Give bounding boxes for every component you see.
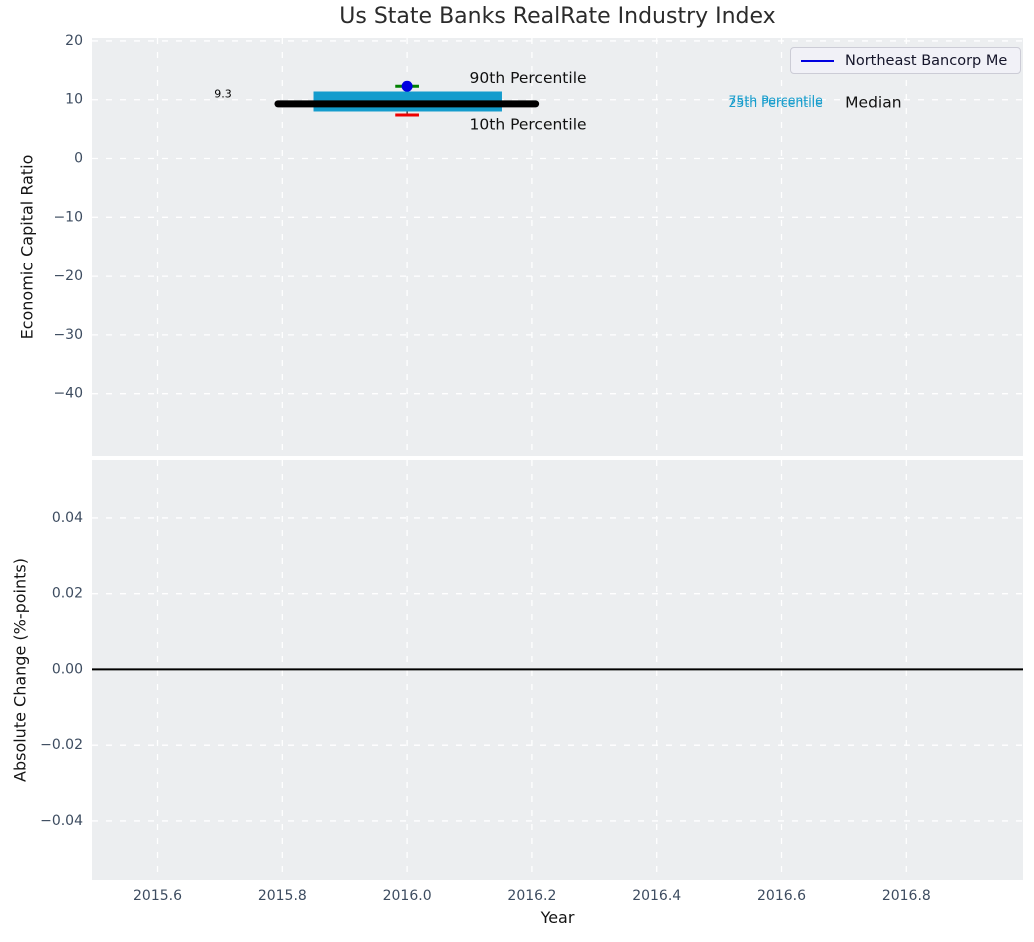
y-axis-label-bottom: Absolute Change (%-points) [10,558,30,782]
legend-line-sample-icon [801,59,834,62]
legend: Northeast Bancorp Me [790,47,1021,74]
xtick-label: 2015.8 [258,888,307,904]
annotation-25th-percentile: 25th Percentile [728,95,823,110]
plot-background [92,38,1023,456]
ytick-label: 20 [65,33,83,49]
chart-title: Us State Banks RealRate Industry Index [339,4,776,29]
xtick-label: 2016.4 [632,888,681,904]
legend-label: Northeast Bancorp Me [845,52,1008,69]
annotation-median: Median [845,93,901,111]
xtick-label: 2016.2 [507,888,556,904]
y-axis-label-top: Economic Capital Ratio [17,154,37,340]
ytick-label: 0.04 [52,510,83,526]
ytick-label: 0.02 [52,586,83,602]
xtick-label: 2016.8 [882,888,931,904]
xtick-label: 2016.0 [383,888,432,904]
ytick-label: −30 [53,327,83,343]
annotation-75th-percentile: 75th Percentile [728,93,823,108]
ytick-label: −20 [53,268,83,284]
x-axis-label: Year [540,908,575,927]
annotation-90th-percentile: 90th Percentile [470,69,587,87]
ytick-label: −0.04 [40,813,83,829]
xtick-label: 2015.6 [133,888,182,904]
ytick-label: −40 [53,386,83,402]
ytick-label: 0 [74,151,83,167]
ytick-label: 0.00 [52,661,83,677]
xtick-label: 2016.6 [757,888,806,904]
ytick-label: −10 [53,209,83,225]
ytick-label: −0.02 [40,737,83,753]
company-point [401,80,413,92]
annotation-10th-percentile: 10th Percentile [470,115,587,133]
annotation-9-3: 9.3 [214,87,232,100]
ytick-label: 10 [65,92,83,108]
